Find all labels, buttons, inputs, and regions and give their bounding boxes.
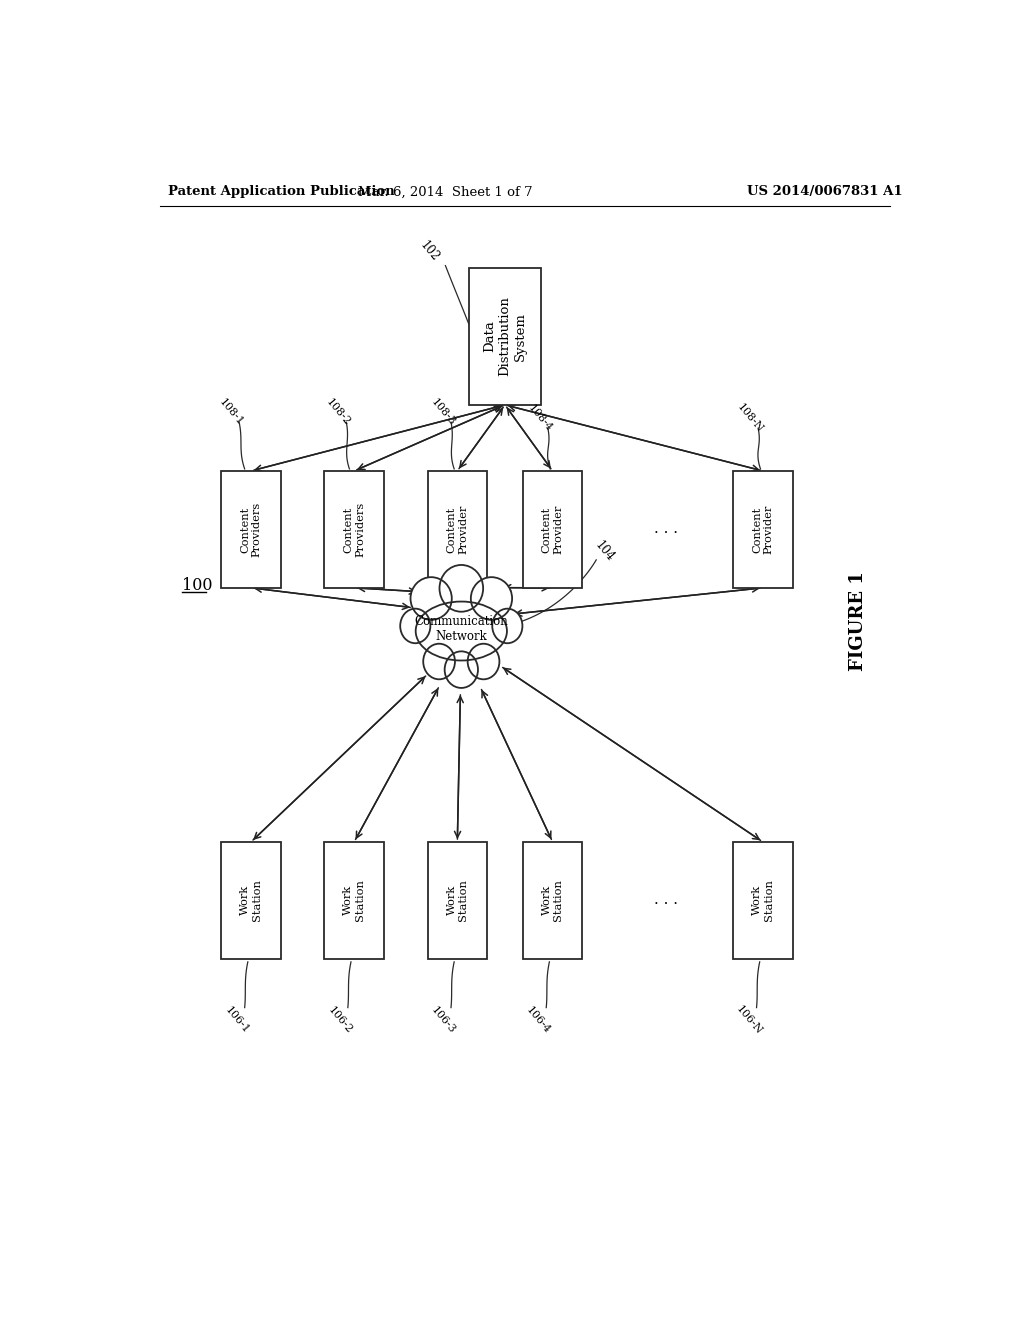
Text: 102: 102: [418, 239, 441, 264]
Text: Patent Application Publication: Patent Application Publication: [168, 185, 394, 198]
Bar: [523, 471, 583, 587]
Text: 106-1: 106-1: [223, 1005, 251, 1035]
Text: 106-N: 106-N: [734, 1003, 764, 1036]
Bar: [733, 842, 793, 958]
Ellipse shape: [400, 609, 430, 643]
Text: 106-4: 106-4: [524, 1005, 552, 1035]
Text: 108-1: 108-1: [217, 397, 245, 428]
Text: 106-2: 106-2: [326, 1005, 354, 1035]
Ellipse shape: [444, 651, 478, 688]
Text: Mar. 6, 2014  Sheet 1 of 7: Mar. 6, 2014 Sheet 1 of 7: [358, 185, 532, 198]
Text: Work
Station: Work Station: [752, 879, 774, 921]
Bar: [523, 842, 583, 958]
Text: 104: 104: [592, 539, 616, 565]
Ellipse shape: [411, 577, 452, 620]
Bar: [733, 471, 793, 587]
Text: Work
Station: Work Station: [241, 879, 262, 921]
Text: Communication
Network: Communication Network: [415, 615, 508, 643]
Text: Content
Providers: Content Providers: [343, 502, 365, 557]
Text: Content
Provider: Content Provider: [752, 504, 774, 554]
Ellipse shape: [493, 609, 522, 643]
Text: 108-2: 108-2: [325, 397, 352, 428]
Text: 108-3: 108-3: [429, 397, 457, 428]
Bar: [428, 842, 487, 958]
Text: Data
Distribution
System: Data Distribution System: [483, 296, 526, 376]
Text: 106-3: 106-3: [429, 1005, 457, 1035]
Ellipse shape: [416, 602, 507, 660]
Ellipse shape: [471, 577, 512, 620]
Text: Content
Provider: Content Provider: [446, 504, 468, 554]
Text: Work
Station: Work Station: [542, 879, 563, 921]
Bar: [221, 842, 281, 958]
Ellipse shape: [468, 644, 500, 680]
Text: 108-N: 108-N: [735, 401, 765, 434]
Text: Content
Providers: Content Providers: [241, 502, 262, 557]
Text: . . .: . . .: [653, 894, 678, 907]
Ellipse shape: [423, 644, 455, 680]
Bar: [221, 471, 281, 587]
Bar: [325, 842, 384, 958]
Text: Content
Provider: Content Provider: [542, 504, 563, 554]
Text: . . .: . . .: [653, 523, 678, 536]
Text: Work
Station: Work Station: [446, 879, 468, 921]
Bar: [469, 268, 541, 405]
Bar: [428, 471, 487, 587]
Text: 100: 100: [182, 577, 212, 594]
Bar: [325, 471, 384, 587]
Text: FIGURE 1: FIGURE 1: [849, 572, 867, 671]
Text: 108-4: 108-4: [526, 403, 554, 433]
Ellipse shape: [439, 565, 483, 611]
Text: Work
Station: Work Station: [343, 879, 365, 921]
Text: US 2014/0067831 A1: US 2014/0067831 A1: [748, 185, 902, 198]
